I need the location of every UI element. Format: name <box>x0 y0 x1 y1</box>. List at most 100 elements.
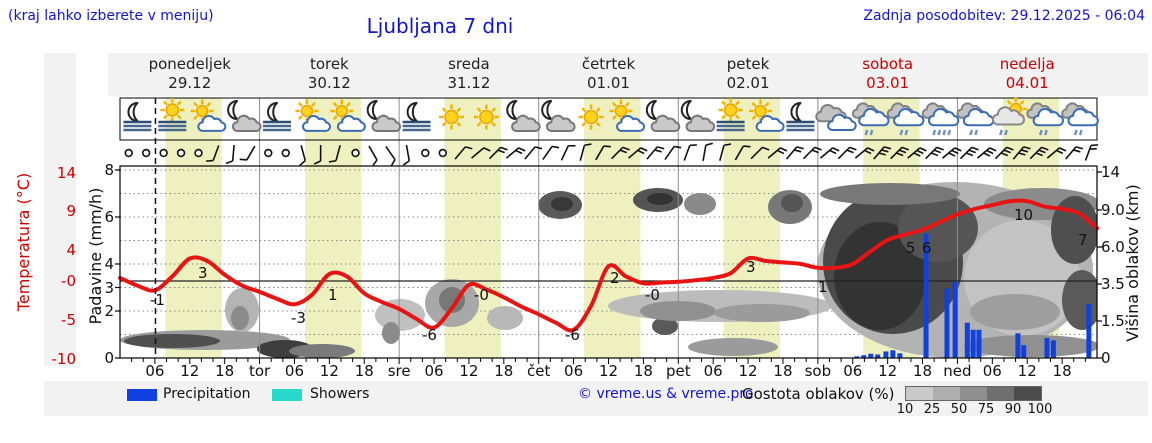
precip-bar <box>875 354 881 358</box>
temp-value-label: 3 <box>746 258 756 276</box>
day-name-ponedeljek: ponedeljek <box>148 55 231 73</box>
x-tick: 12 <box>878 362 898 380</box>
wind-barb-icon <box>907 147 927 159</box>
x-tick: 06 <box>145 362 165 380</box>
cloud-height-tick: 6.0 <box>1101 238 1125 256</box>
x-tick: sob <box>804 362 832 380</box>
precip-bar <box>1044 338 1050 358</box>
wind-barb-icon <box>542 145 560 161</box>
weather-icon-moon-cloud <box>645 100 681 133</box>
x-tick: 12 <box>180 362 200 380</box>
day-date: 29.12 <box>168 74 212 92</box>
density-tick: 25 <box>923 402 941 417</box>
weather-icon-moon-cloud <box>366 100 402 133</box>
wind-barb-icon <box>1012 146 1031 160</box>
x-tick: 06 <box>424 362 444 380</box>
temp-value-label: 10 <box>1014 206 1033 224</box>
weather-icon-sun-rain <box>991 97 1028 136</box>
precip-bar <box>883 351 889 358</box>
day-date: 02.01 <box>726 74 770 92</box>
wind-barb-icon <box>942 147 962 159</box>
wind-barb-icon <box>524 146 543 160</box>
density-tick: 50 <box>950 402 968 417</box>
cloud-height-tick: 0 <box>1101 349 1111 367</box>
precip-tick: 0 <box>104 349 114 367</box>
day-date: 01.01 <box>587 74 630 92</box>
wind-barb-icon <box>976 147 997 159</box>
temp-value-label: 2 <box>610 269 620 287</box>
day-name-četrtek: četrtek <box>581 55 636 73</box>
wind-barb-icon <box>664 145 682 161</box>
copyright-link[interactable]: © vreme.us & vreme.pro <box>578 386 754 402</box>
wind-calm-icon <box>351 148 360 158</box>
x-tick: 18 <box>494 362 514 380</box>
weather-icon-rain <box>1061 102 1099 136</box>
showers-label: Showers <box>310 386 370 402</box>
weather-icon-sun-cloud <box>190 99 227 132</box>
density-segment <box>960 387 987 400</box>
weather-icon-fog-sun <box>716 98 745 132</box>
x-tick: 06 <box>703 362 723 380</box>
x-tick: 06 <box>982 362 1002 380</box>
day-name-petek: petek <box>726 55 770 73</box>
precip-bar <box>868 353 874 358</box>
x-tick: tor <box>248 362 271 380</box>
weather-icon-moon-cloud <box>227 100 262 133</box>
precip-bar <box>854 356 860 358</box>
wind-barb-icon <box>628 147 648 159</box>
precip-tick: 6 <box>104 208 114 226</box>
wind-barb-icon <box>560 144 576 161</box>
wind-barb-icon <box>595 145 611 161</box>
wind-calm-icon <box>159 148 168 158</box>
weather-icon-fog-moon <box>786 102 815 132</box>
cloud-density-title: Gostota oblakov (%) <box>742 385 895 403</box>
wind-barb-icon <box>646 146 665 160</box>
precip-bar <box>964 322 970 358</box>
wind-barb-icon <box>402 144 411 166</box>
wind-barb-icon <box>873 146 892 160</box>
wind-barb-icon <box>734 145 751 161</box>
x-tick: 18 <box>773 362 793 380</box>
temp-value-label: 1 <box>818 278 828 296</box>
wind-barb-icon <box>750 146 770 160</box>
x-tick: 18 <box>215 362 235 380</box>
x-tick: 06 <box>843 362 863 380</box>
daylight-band <box>165 98 222 358</box>
wind-barb-icon <box>454 146 473 160</box>
precipitation-label: Precipitation <box>163 386 251 402</box>
weather-icon-sun <box>578 104 604 130</box>
weather-icon-sun-cloud <box>609 99 645 132</box>
wind-barb-icon <box>702 142 713 162</box>
wind-barb-icon <box>385 145 396 167</box>
wind-barb-icon <box>313 145 322 165</box>
wind-calm-icon <box>438 148 447 158</box>
x-tick: ned <box>943 362 972 380</box>
x-tick: pet <box>665 362 691 380</box>
precip-bar <box>976 329 982 358</box>
x-tick: 12 <box>1017 362 1037 380</box>
weather-icon-fog-moon <box>123 102 152 132</box>
temp-value-label: -3 <box>291 309 306 327</box>
wind-calm-icon <box>176 148 186 158</box>
temp-value-label: -1 <box>150 291 165 309</box>
precip-bar <box>890 350 896 358</box>
wind-barb-icon <box>767 147 788 159</box>
daylight-band <box>304 98 362 358</box>
wind-barb-icon <box>1084 144 1099 161</box>
x-tick: 06 <box>564 362 584 380</box>
wind-calm-icon <box>264 148 273 158</box>
wind-barb-icon <box>819 147 840 159</box>
weather-icon-moon-cloud <box>506 100 541 133</box>
x-tick: 12 <box>598 362 619 380</box>
precip-bar <box>861 355 867 358</box>
temp-value-label: -6 <box>565 326 580 344</box>
wind-barb-icon <box>959 146 979 160</box>
temp-value-label: 1 <box>328 286 338 304</box>
weather-icon-moon-cloud <box>680 100 716 133</box>
wind-barb-icon <box>683 144 697 161</box>
weather-icon-rain <box>851 102 890 136</box>
temp-value-label: 3 <box>198 264 208 282</box>
density-segment <box>1014 387 1041 400</box>
precip-bar <box>1086 303 1092 358</box>
